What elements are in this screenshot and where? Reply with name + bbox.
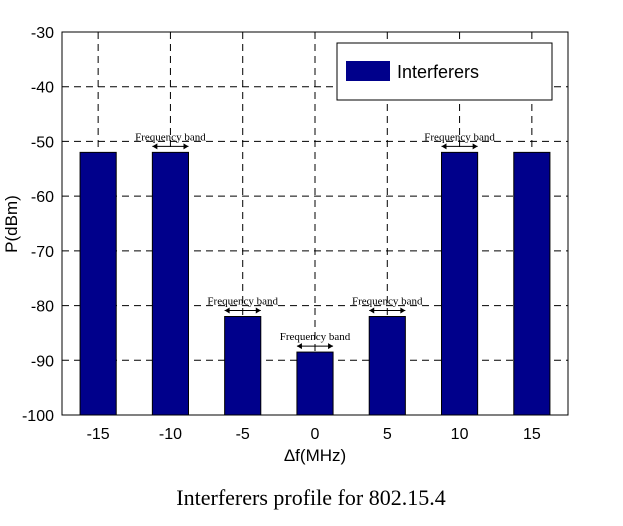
legend-swatch <box>346 61 390 81</box>
x-tick-label: -10 <box>159 426 182 443</box>
annotation-label: Frequency band <box>135 131 206 143</box>
bar <box>151 151 190 416</box>
y-tick-label: -50 <box>31 134 54 151</box>
annotation-label: Frequency band <box>207 296 278 308</box>
x-tick-label: 15 <box>523 426 541 443</box>
annotation-label: Frequency band <box>352 296 423 308</box>
y-tick-label: -100 <box>22 408 54 425</box>
bar <box>224 316 262 416</box>
y-tick-label: -60 <box>31 189 54 206</box>
y-tick-label: -40 <box>31 80 54 97</box>
bar <box>79 151 117 416</box>
x-axis-label: Δf(MHz) <box>284 446 346 465</box>
bar <box>296 351 334 416</box>
legend-label: Interferers <box>397 62 479 82</box>
x-tick-label: 5 <box>383 426 392 443</box>
y-tick-label: -90 <box>31 353 54 370</box>
annotation-label: Frequency band <box>280 331 351 343</box>
x-tick-label: -5 <box>236 426 250 443</box>
bar <box>368 316 406 416</box>
figure-caption: Interferers profile for 802.15.4 <box>176 485 445 510</box>
x-tick-label: -15 <box>87 426 110 443</box>
bar <box>441 151 479 416</box>
y-tick-label: -70 <box>31 244 54 261</box>
y-tick-label: -30 <box>31 25 54 42</box>
y-axis-label: P(dBm) <box>2 195 21 253</box>
bar <box>513 151 551 416</box>
y-tick-label: -80 <box>31 299 54 316</box>
plot-frame <box>61 31 569 416</box>
x-tick-label: 0 <box>311 426 320 443</box>
x-tick-label: 10 <box>451 426 469 443</box>
annotation-label: Frequency band <box>424 131 495 143</box>
